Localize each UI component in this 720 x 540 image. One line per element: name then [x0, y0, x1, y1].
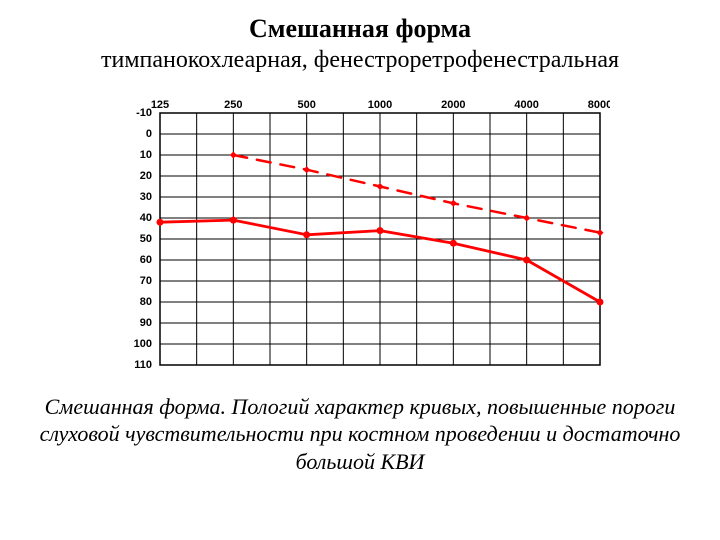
y-tick-label: 10 — [140, 149, 152, 161]
chart-container: -10 0 10 20 30 40 50 60 70 80 90 100 110 125 250 500 100… — [0, 95, 720, 375]
audiogram-chart: -10 0 10 20 30 40 50 60 70 80 90 100 110 125 250 500 100… — [110, 95, 610, 375]
x-tick-label: 250 — [224, 99, 242, 111]
page-subtitle: тимпанокохлеарная, фенестроретрофенестра… — [0, 46, 720, 75]
y-tick-label: 100 — [134, 338, 152, 350]
y-tick-label: 20 — [140, 170, 152, 182]
marker-air-conduction — [377, 227, 384, 234]
x-tick-label: 500 — [297, 99, 315, 111]
y-tick-label: 30 — [140, 191, 152, 203]
page-title: Смешанная форма — [0, 14, 720, 44]
y-tick-label: 80 — [140, 296, 152, 308]
marker-air-conduction — [157, 218, 164, 225]
marker-air-conduction — [230, 216, 237, 223]
chart-caption: Смешанная форма. Пологий характер кривых… — [0, 393, 720, 476]
marker-air-conduction — [597, 298, 604, 305]
y-tick-label: 40 — [140, 212, 152, 224]
y-tick-label: 90 — [140, 317, 152, 329]
x-tick-label: 2000 — [441, 99, 465, 111]
y-tick-label: 0 — [146, 128, 152, 140]
y-tick-label: -10 — [136, 107, 152, 119]
marker-air-conduction — [303, 231, 310, 238]
x-tick-label: 125 — [151, 99, 169, 111]
x-tick-label: 4000 — [514, 99, 538, 111]
y-tick-label: 70 — [140, 275, 152, 287]
y-tick-label: 50 — [140, 233, 152, 245]
y-tick-label: 110 — [134, 359, 152, 371]
x-tick-label: 8000 — [588, 99, 610, 111]
x-tick-label: 1000 — [368, 99, 392, 111]
y-tick-label: 60 — [140, 254, 152, 266]
marker-air-conduction — [450, 239, 457, 246]
marker-air-conduction — [523, 256, 530, 263]
